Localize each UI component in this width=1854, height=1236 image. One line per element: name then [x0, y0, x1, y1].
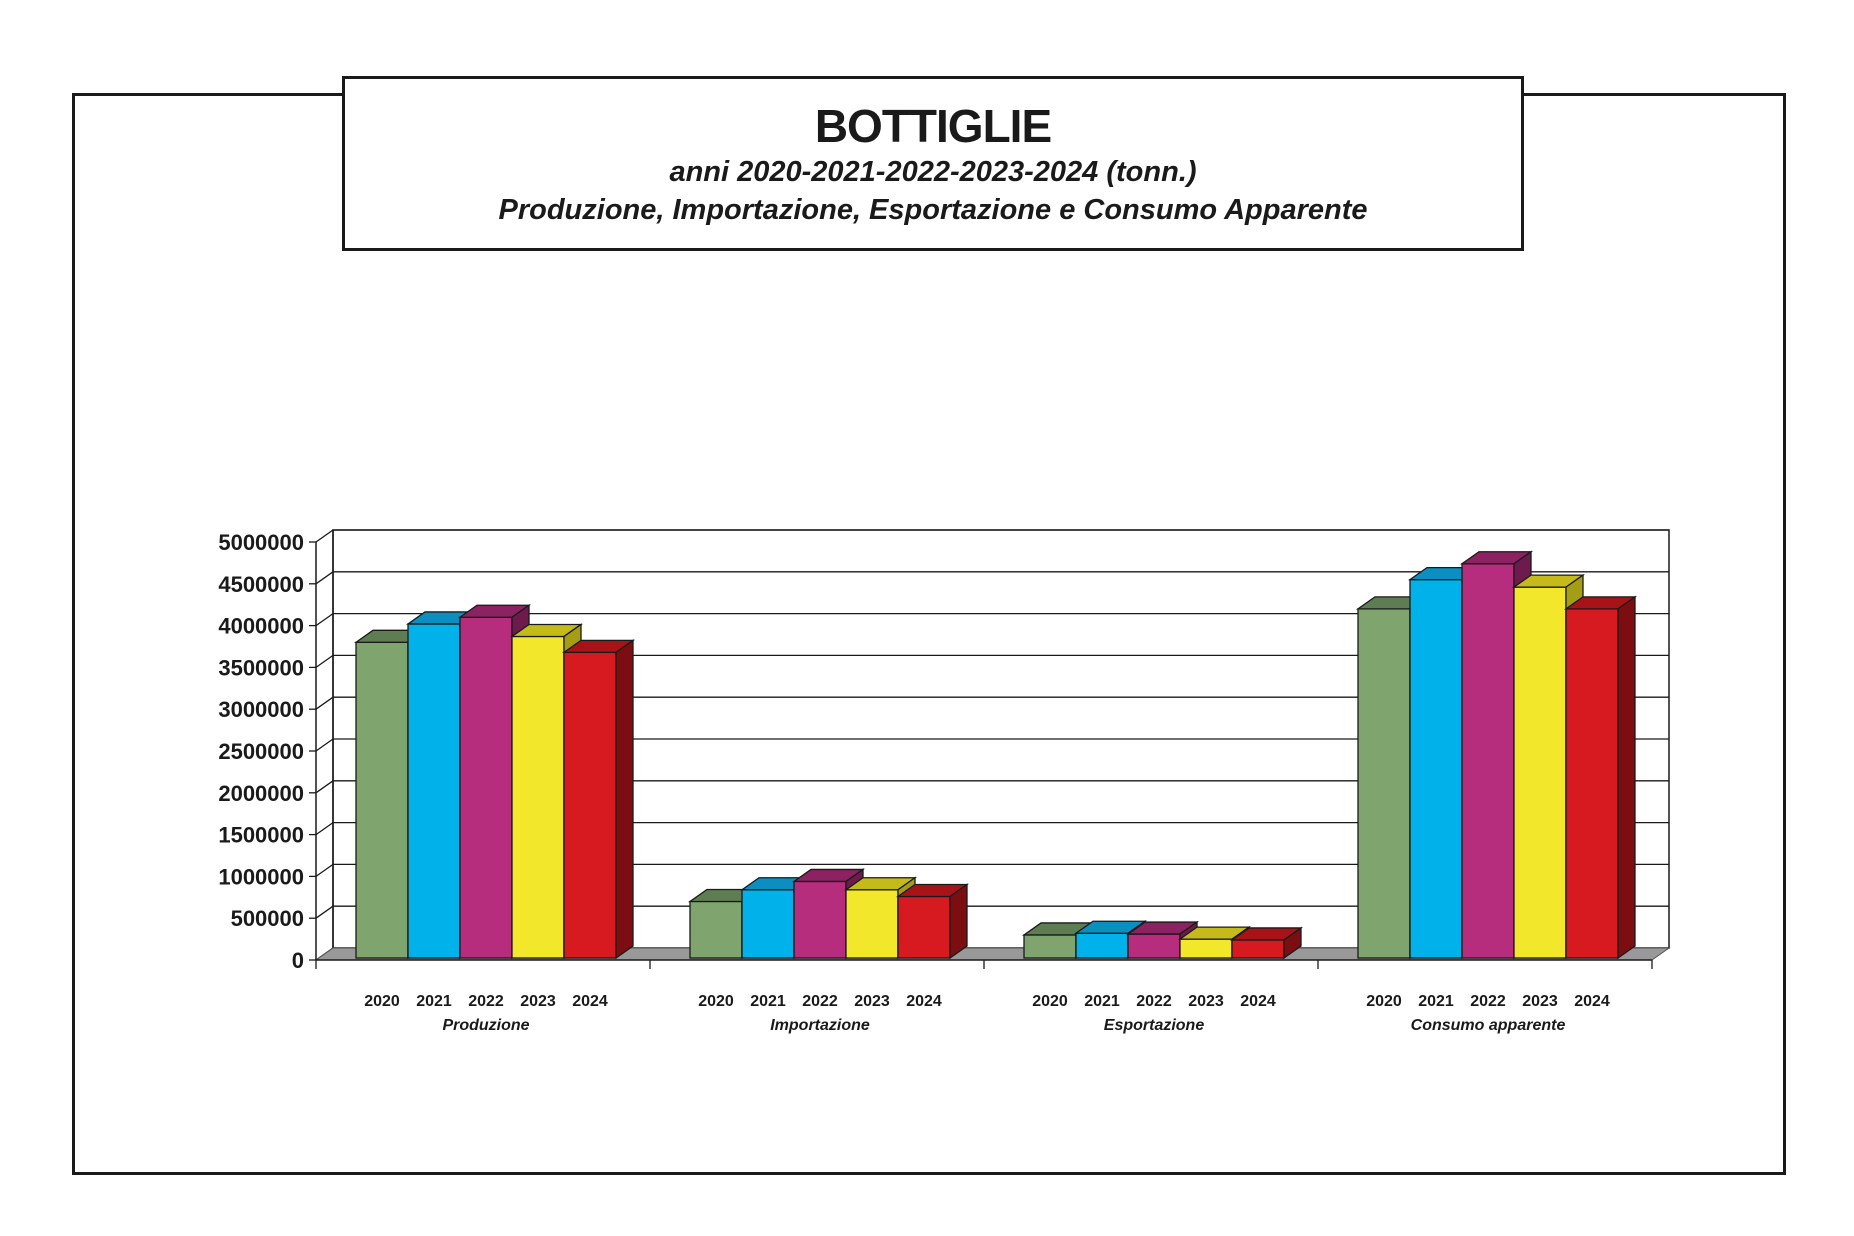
- x-tick-label: 2021: [416, 993, 452, 1010]
- y-tick-label: 4000000: [218, 614, 304, 639]
- y-tick-label: 500000: [231, 906, 304, 931]
- bar-front: [897, 895, 951, 959]
- bar-front: [1409, 578, 1463, 959]
- side-gridline: [315, 738, 334, 752]
- x-tick-label: 2022: [802, 993, 838, 1010]
- side-gridline: [315, 654, 334, 668]
- chart-subtitle-years: anni 2020-2021-2022-2023-2024 (tonn.): [669, 156, 1197, 188]
- bar-front: [1179, 938, 1233, 959]
- y-tick-label: 3000000: [218, 697, 304, 722]
- side-gridline: [315, 780, 334, 794]
- x-tick-label: 2021: [750, 993, 786, 1010]
- side-gridline: [315, 571, 334, 585]
- x-tick-label: 2020: [1032, 993, 1068, 1010]
- side-gridline: [315, 863, 334, 877]
- x-tick-label: 2022: [468, 993, 504, 1010]
- bar-front: [689, 900, 743, 959]
- y-tick-label: 3500000: [218, 655, 304, 680]
- x-tick-label: 2020: [698, 993, 734, 1010]
- x-tick-label: 2024: [906, 993, 942, 1010]
- y-tick-label: 5000000: [218, 530, 304, 555]
- bar-front: [845, 889, 899, 959]
- x-tick-label: 2024: [1574, 993, 1610, 1010]
- bar-front: [563, 651, 617, 959]
- bar-side: [1617, 595, 1636, 960]
- x-axis-labels: 2020 2021 2022 2023 2024 Produzione 2020 2021 20…: [364, 993, 1610, 1034]
- bar-front: [1357, 608, 1411, 959]
- y-tick-label: 2000000: [218, 781, 304, 806]
- side-gridline: [315, 696, 334, 710]
- y-tick-label: 4500000: [218, 572, 304, 597]
- bar-front: [407, 623, 461, 959]
- x-tick-label: 2020: [1366, 993, 1402, 1010]
- y-axis: 0 500000 1000000 1500000 2000000 2500000 30000…: [218, 530, 1653, 973]
- x-tick-label: 2021: [1084, 993, 1120, 1010]
- y-tick-label: 0: [292, 948, 304, 973]
- bar-front: [459, 616, 513, 959]
- y-tick-label: 2500000: [218, 739, 304, 764]
- chart-bars: [353, 550, 1638, 960]
- bar-front: [511, 635, 565, 959]
- y-tick-label: 1500000: [218, 823, 304, 848]
- x-tick-label: 2024: [572, 993, 608, 1010]
- chart-title: BOTTIGLIE: [814, 100, 1052, 152]
- x-tick-label: 2021: [1418, 993, 1454, 1010]
- bar-front: [793, 880, 847, 959]
- bar-front: [1513, 586, 1567, 959]
- chart-subtitle-measures: Produzione, Importazione, Esportazione e…: [498, 194, 1368, 226]
- x-tick-label: 2023: [1522, 993, 1558, 1010]
- bar-front: [1565, 608, 1619, 959]
- bar-front: [741, 889, 795, 959]
- bar-front: [1023, 934, 1077, 959]
- bar-side: [615, 639, 634, 960]
- side-gridline: [315, 822, 334, 836]
- x-tick-label: 2023: [1188, 993, 1224, 1010]
- bar-front: [355, 641, 409, 959]
- x-tick-label: 2022: [1136, 993, 1172, 1010]
- bar-front: [1127, 933, 1181, 959]
- bar-front: [1231, 939, 1285, 959]
- x-group-label: Esportazione: [1104, 1017, 1205, 1034]
- x-group-label: Consumo apparente: [1411, 1017, 1566, 1034]
- side-gridline: [315, 529, 334, 543]
- x-tick-label: 2023: [520, 993, 556, 1010]
- x-group-label: Produzione: [442, 1017, 529, 1034]
- bar-front: [1075, 932, 1129, 959]
- bar-front: [1461, 563, 1515, 959]
- y-tick-label: 1000000: [218, 864, 304, 889]
- side-gridline: [315, 905, 334, 919]
- bar-side: [949, 883, 968, 960]
- bar-side: [1283, 926, 1302, 960]
- x-tick-label: 2023: [854, 993, 890, 1010]
- x-tick-label: 2020: [364, 993, 400, 1010]
- x-tick-label: 2022: [1470, 993, 1506, 1010]
- x-group-label: Importazione: [770, 1017, 870, 1034]
- x-tick-label: 2024: [1240, 993, 1276, 1010]
- side-gridline: [315, 613, 334, 627]
- title-box: BOTTIGLIE anni 2020-2021-2022-2023-2024 …: [342, 76, 1524, 251]
